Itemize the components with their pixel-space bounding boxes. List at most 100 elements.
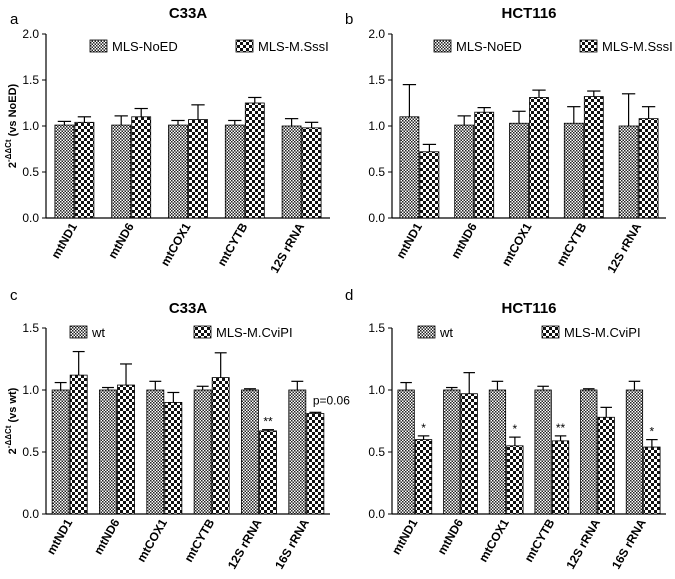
bar [74, 121, 95, 219]
legend-swatch [193, 325, 212, 339]
x-tick-label: 12S rRNA [604, 220, 644, 275]
bar [509, 122, 529, 219]
bar [460, 393, 478, 515]
legend-label: MLS-M.SssI [602, 39, 673, 54]
panel-b: b HCT116 0.0 0.5 1.0 1.5 2.0 mtND1 mtND6 mtCOX1 mt… [345, 5, 673, 275]
y-axis-label: 2-ΔΔCt (vs wt) [4, 387, 19, 454]
bar [211, 377, 230, 515]
bar [443, 389, 461, 515]
bar [193, 389, 212, 515]
x-tick-label: mtCYTB [181, 516, 217, 564]
x-tick-label: 12S rRNA [563, 516, 603, 571]
chart-title: HCT116 [501, 300, 556, 317]
bar [625, 389, 644, 515]
x-tick-label: mtND6 [448, 220, 480, 261]
x-tick-label: mtCYTB [215, 220, 251, 268]
y-tick-label: 0.0 [22, 507, 39, 521]
bar [597, 416, 615, 515]
y-tick-label: 0.5 [22, 445, 39, 459]
significance-label: ** [556, 421, 566, 435]
legend-swatch [579, 39, 598, 53]
x-tick-label: mtND6 [435, 516, 467, 557]
y-tick-label: 2.0 [22, 27, 39, 41]
y-tick-label: 1.5 [368, 321, 385, 335]
panel-letter: c [10, 287, 18, 304]
legend-swatch [89, 39, 108, 53]
bar [224, 124, 245, 219]
y-axis-label: 2-ΔΔCt (vs NoED) [4, 83, 19, 168]
panel-a: a C33A 0.0 0.5 1.0 1.5 2.0 2-ΔΔCt (vs NoED) mtND… [4, 5, 330, 275]
legend-label: MLS-M.CviPI [564, 325, 641, 340]
x-tick-label: mtCOX1 [499, 220, 535, 268]
bar [259, 430, 277, 515]
x-tick-label: mtND1 [49, 220, 81, 261]
y-tick-label: 1.0 [368, 383, 385, 397]
bar [188, 119, 208, 219]
panel-letter: b [345, 11, 353, 28]
x-tick-label: 16S rRNA [609, 516, 649, 571]
bar [51, 389, 70, 515]
y-tick-label: 1.0 [368, 119, 385, 133]
x-tick-label: 12S rRNA [267, 220, 307, 275]
y-tick-label: 1.0 [22, 383, 39, 397]
x-tick-label: 16S rRNA [272, 516, 312, 571]
panel-letter: a [10, 11, 19, 28]
bar [301, 127, 322, 219]
y-tick-label: 1.5 [22, 73, 39, 87]
bar [168, 124, 188, 219]
x-tick-label: mtND1 [394, 220, 426, 261]
bar [580, 389, 598, 515]
bar [164, 401, 183, 515]
x-tick-label: mtND6 [105, 220, 137, 261]
bar [583, 96, 604, 219]
x-tick-label: mtCYTB [554, 220, 590, 268]
y-tick-label: 1.0 [22, 119, 39, 133]
legend-swatch [69, 325, 88, 339]
x-tick-label: mtCOX1 [476, 516, 512, 564]
y-tick-label: 0.5 [368, 445, 385, 459]
bar [474, 111, 495, 219]
panel-d: d HCT116 0.0 0.5 1.0 1.5 mtND1 mtND6 mtCOX1 mtCYT… [345, 287, 666, 571]
legend-swatch [541, 325, 560, 339]
bar [54, 124, 75, 219]
chart-title: C33A [169, 300, 208, 317]
bar [69, 374, 88, 515]
bar [111, 124, 132, 219]
significance-label: p=0.06 [313, 393, 350, 407]
x-tick-label: mtND1 [389, 516, 421, 557]
x-tick-label: mtND6 [91, 516, 123, 557]
y-tick-label: 2.0 [368, 27, 385, 41]
panel-c: c C33A 0.0 0.5 1.0 1.5 2-ΔΔCt (vs wt) mtND1 mtND… [4, 287, 350, 571]
panel-letter: d [345, 287, 353, 304]
bar [551, 440, 570, 515]
bar [488, 389, 507, 515]
bar [117, 384, 135, 515]
legend-label: wt [91, 325, 105, 340]
y-tick-label: 0.0 [368, 211, 385, 225]
bar [529, 97, 549, 219]
bar [419, 151, 440, 219]
x-tick-label: 12S rRNA [225, 516, 265, 571]
significance-label: ** [263, 415, 273, 429]
chart-title: C33A [169, 5, 208, 22]
bar [638, 118, 659, 219]
bar [131, 116, 152, 219]
significance-label: * [650, 425, 655, 439]
significance-label: * [513, 422, 518, 436]
bar [414, 439, 433, 515]
y-tick-label: 0.0 [368, 507, 385, 521]
x-tick-label: mtND1 [44, 516, 76, 557]
legend-swatch [433, 39, 452, 53]
bar [146, 389, 165, 515]
y-tick-label: 0.5 [22, 165, 39, 179]
bar [99, 389, 117, 515]
bar [563, 122, 584, 219]
legend-label: MLS-NoED [456, 39, 522, 54]
legend-swatch [235, 39, 254, 53]
legend-label: MLS-M.SssI [258, 39, 329, 54]
bar [244, 102, 265, 219]
bar [281, 125, 302, 219]
bar [306, 413, 325, 515]
bar [618, 125, 639, 219]
